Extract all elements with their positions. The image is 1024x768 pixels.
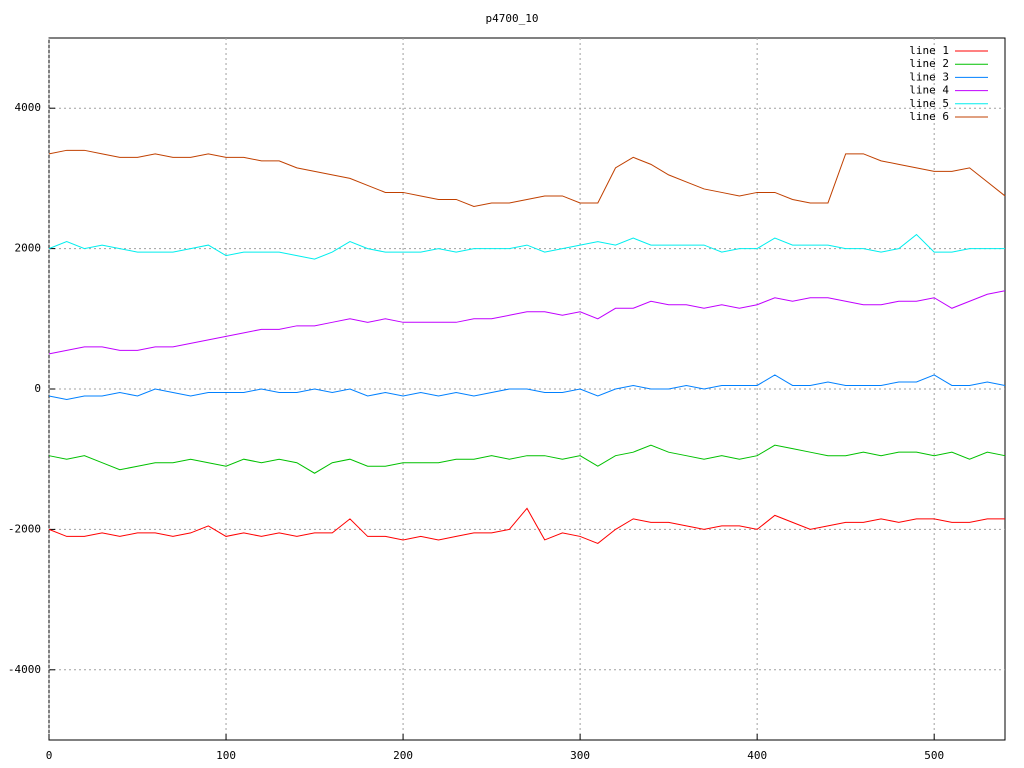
legend-label: line 6 bbox=[909, 110, 949, 123]
data-line bbox=[48, 507, 1005, 545]
legend-label: line 1 bbox=[909, 44, 949, 57]
y-tick-label: 2000 bbox=[15, 242, 42, 255]
x-tick-label: 400 bbox=[747, 749, 767, 762]
data-line bbox=[48, 374, 1006, 401]
legend-label: line 4 bbox=[909, 84, 949, 97]
data-line bbox=[48, 233, 1005, 260]
y-tick-label: -4000 bbox=[8, 663, 41, 676]
x-tick-label: 300 bbox=[570, 749, 590, 762]
y-tick-label: 4000 bbox=[15, 101, 42, 114]
legend-label: line 2 bbox=[909, 57, 949, 70]
data-line bbox=[48, 149, 1006, 207]
chart-title: p4700_10 bbox=[486, 12, 539, 25]
x-tick-label: 0 bbox=[46, 749, 53, 762]
legend-label: line 3 bbox=[909, 70, 949, 83]
y-tick-label: 0 bbox=[34, 382, 41, 395]
data-line bbox=[48, 444, 1006, 474]
x-tick-label: 500 bbox=[924, 749, 944, 762]
x-tick-label: 100 bbox=[216, 749, 236, 762]
legend-label: line 5 bbox=[909, 97, 949, 110]
x-tick-label: 200 bbox=[393, 749, 413, 762]
y-tick-label: -2000 bbox=[8, 522, 41, 535]
data-line bbox=[48, 290, 1006, 355]
